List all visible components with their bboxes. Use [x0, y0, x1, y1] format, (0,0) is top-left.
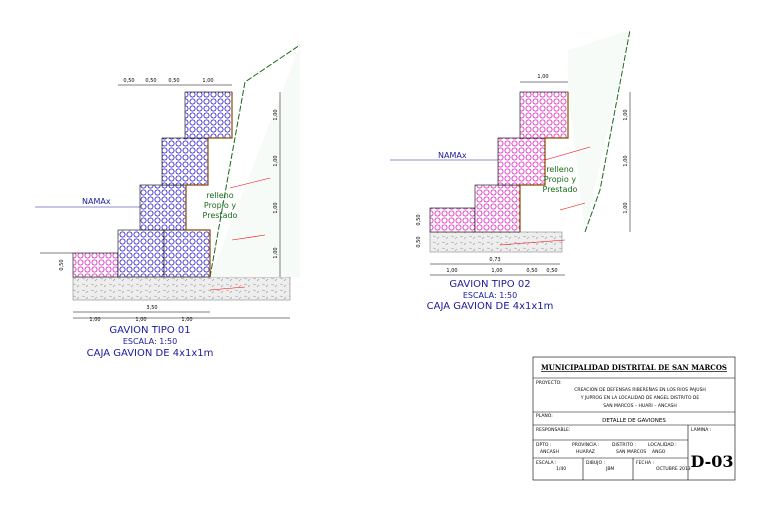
label: PLANO:: [536, 413, 553, 419]
label: PROYECTO:: [536, 380, 562, 386]
dim: 1,00: [623, 155, 629, 166]
dim: 1,00: [181, 317, 192, 323]
dim: 1,00: [273, 247, 279, 258]
title: GAVION TIPO 01: [109, 325, 190, 336]
field: DPTO :: [536, 442, 551, 448]
field: LOCALIDAD :: [648, 442, 677, 448]
project: Y JUPROG EN LA LOCALIDAD DE ANGEL DISTRI…: [580, 395, 700, 401]
dim: 1,00: [273, 202, 279, 213]
field: SAN MARCOS: [616, 449, 646, 455]
dim: 0,50: [416, 236, 422, 247]
org: MUNICIPALIDAD DISTRITAL DE SAN MARCOS: [541, 363, 727, 372]
fill-label: Propio y: [204, 201, 236, 210]
box-size: CAJA GAVION DE 4x1x1m: [427, 301, 554, 312]
dim: 3,50: [146, 305, 157, 311]
dim: 1,00: [623, 202, 629, 213]
dim: 1,00: [446, 268, 457, 274]
field: HUARAZ: [576, 449, 595, 455]
dim: 0,50: [416, 214, 422, 225]
dim: 1,00: [491, 268, 502, 274]
fill-label: relleno: [206, 191, 233, 200]
label: RESPONSABLE:: [536, 427, 570, 433]
fill-label: relleno: [546, 165, 573, 174]
dim: 0,73: [489, 257, 500, 263]
dim: 1,00: [89, 317, 100, 323]
field: ANGO: [652, 449, 666, 455]
fill-label: Prestado: [203, 211, 238, 220]
field: OCTUBRE 2013: [656, 466, 691, 472]
dim: 0,50: [546, 268, 557, 274]
title-block: MUNICIPALIDAD DISTRITAL DE SAN MARCOS PR…: [532, 356, 736, 481]
dim: 0,50: [59, 259, 65, 270]
field: ESCALA :: [536, 460, 557, 466]
field: PROVINCIA :: [572, 442, 600, 448]
field: DISTRITO :: [612, 442, 636, 448]
sheet: D-03: [690, 452, 733, 471]
field: FECHA :: [636, 460, 654, 466]
title: GAVION TIPO 02: [449, 279, 530, 290]
dim: 0,50: [168, 78, 179, 84]
water-level: NAMAx: [82, 197, 111, 206]
scale: ESCALA: 1:50: [123, 337, 177, 346]
fill-label: Propio y: [544, 175, 576, 184]
left-drawing: 0,50 0,50 0,50 1,00 1,00 1,00 1,00 1,00 …: [35, 44, 301, 359]
project: SAN MARCOS – HUARI – ANCASH: [603, 403, 677, 409]
dim: 0,50: [123, 78, 134, 84]
dim: 1,00: [537, 74, 548, 80]
dim: 1,00: [623, 109, 629, 120]
dim: 1,00: [273, 155, 279, 166]
label: LAMINA :: [691, 427, 711, 433]
dim: 0,50: [145, 78, 156, 84]
fill-label: Prestado: [543, 185, 578, 194]
plan: DETALLE DE GAVIONES: [602, 418, 666, 424]
project: CREACION DE DEFENSAS RIBEREÑAS EN LOS RI…: [574, 386, 706, 393]
field: ANCASH: [540, 449, 559, 455]
right-drawing: 1,00 1,00 1,00 1,00 0,50 0,50 0,73 1,00 …: [390, 29, 631, 312]
field: DIBUJO :: [586, 460, 605, 466]
water-level: NAMAx: [438, 151, 467, 160]
dim: 1,00: [273, 109, 279, 120]
box-size: CAJA GAVION DE 4x1x1m: [87, 348, 214, 359]
dim: 1,00: [135, 317, 146, 323]
scale: ESCALA: 1:50: [463, 291, 517, 300]
dim: 1,00: [202, 78, 213, 84]
dim: 0,50: [526, 268, 537, 274]
field: 1/40: [556, 466, 566, 472]
field: JBM: [605, 466, 614, 472]
